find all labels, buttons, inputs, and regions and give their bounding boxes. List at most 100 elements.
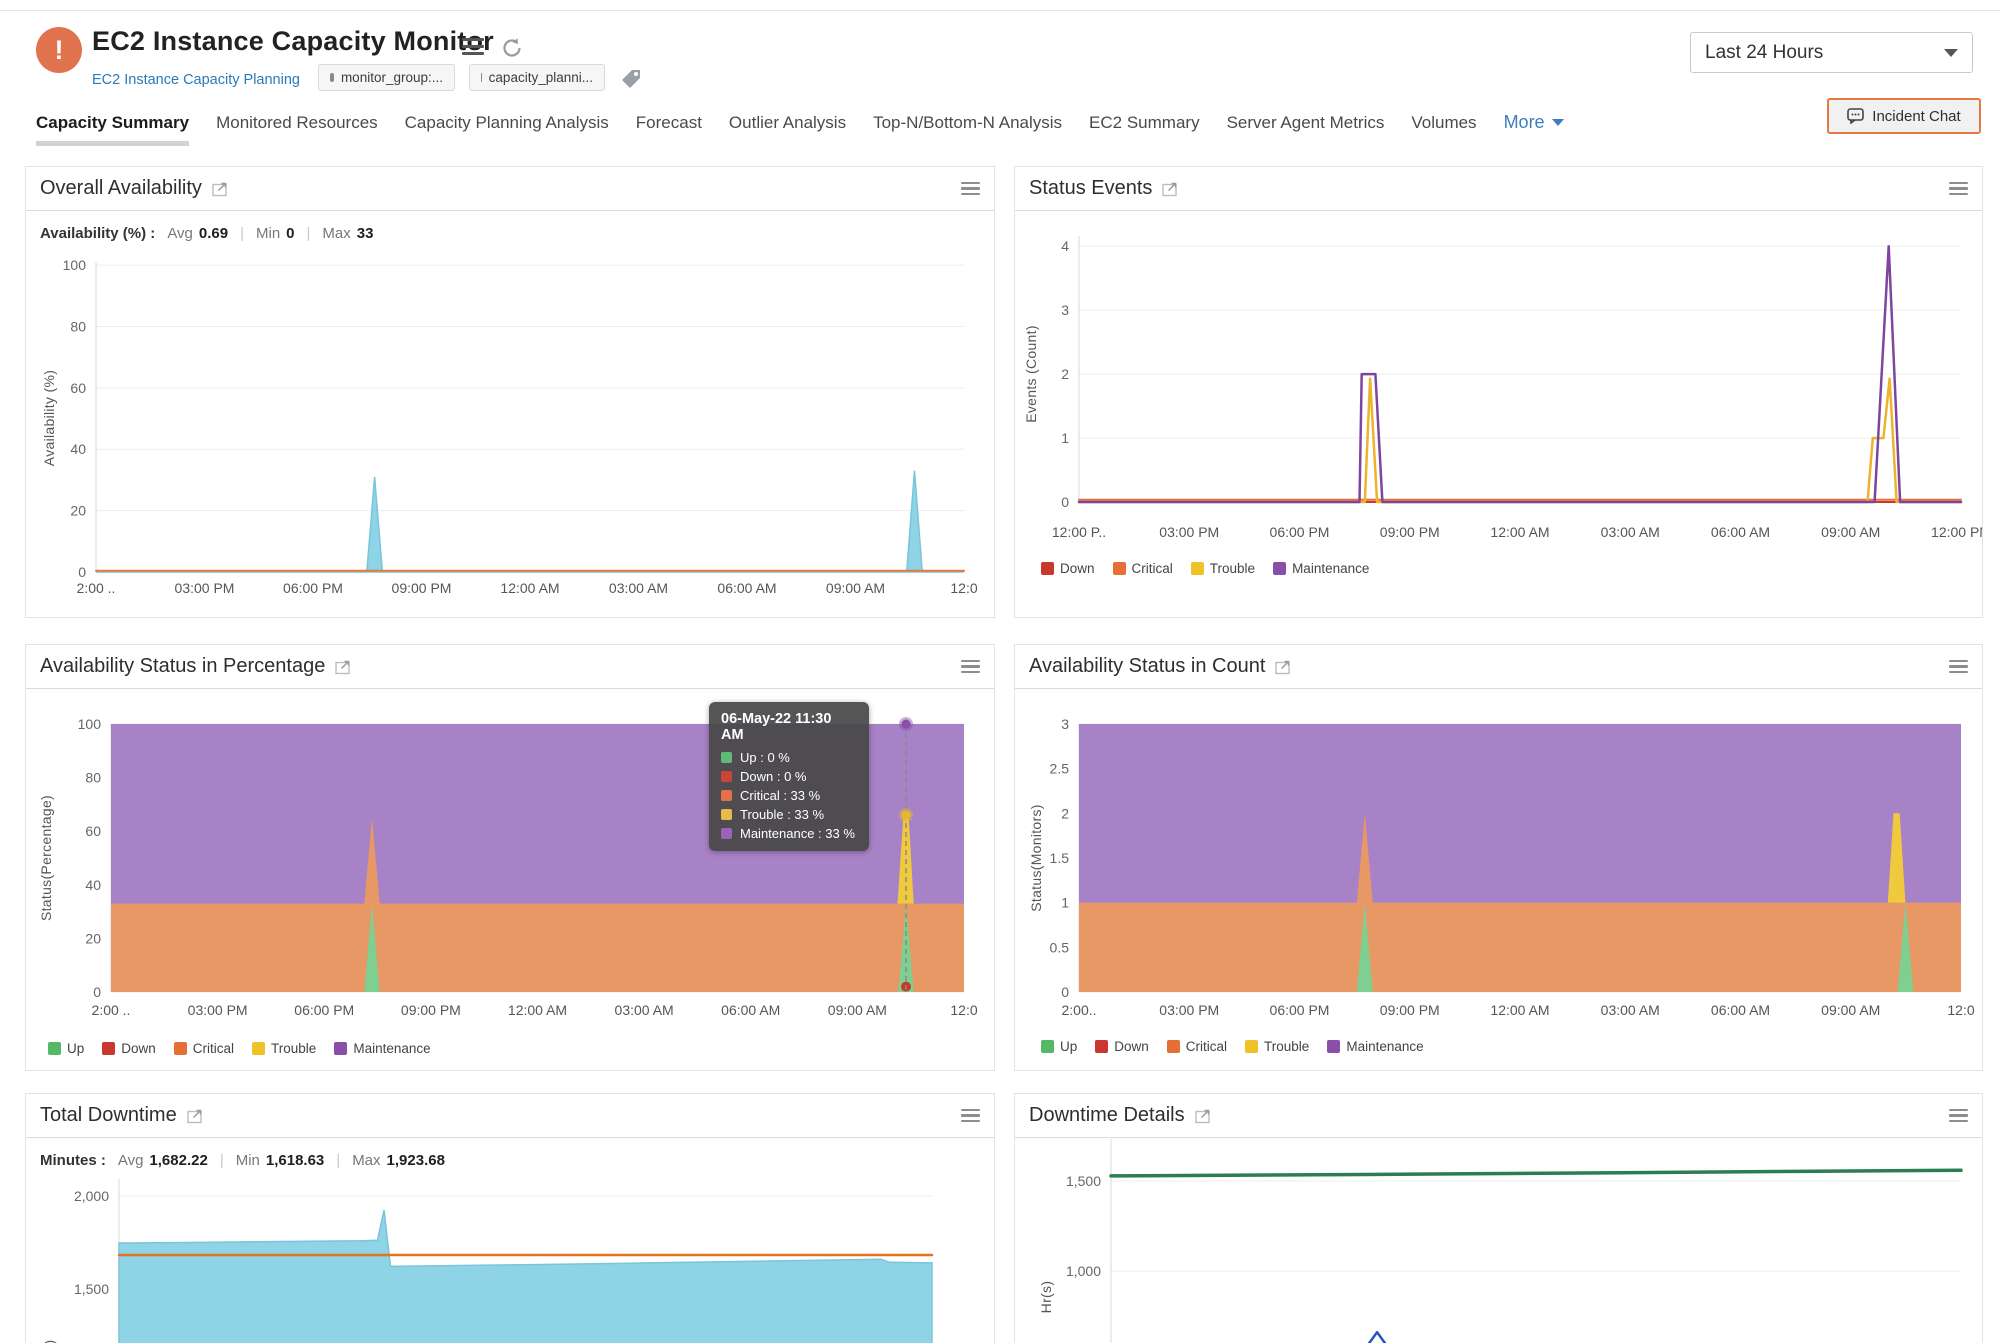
svg-text:1,000: 1,000 [1066, 1263, 1101, 1279]
svg-text:2: 2 [1061, 805, 1069, 821]
panel-availability-status-percentage: Availability Status in Percentage 0 20 40 60… [25, 644, 995, 1071]
svg-text:2:00 ..: 2:00 .. [92, 1002, 131, 1018]
tags-icon[interactable] [620, 68, 642, 95]
tag-chip-monitor-group[interactable]: monitor_group:... [318, 64, 455, 91]
time-range-dropdown[interactable]: Last 24 Hours [1690, 32, 1973, 73]
svg-text:3: 3 [1061, 716, 1069, 732]
legend-item-maintenance[interactable]: Maintenance [1273, 561, 1369, 576]
svg-text:12:0: 12:0 [1947, 1002, 1974, 1018]
svg-text:40: 40 [85, 877, 101, 893]
time-range-value: Last 24 Hours [1705, 41, 1824, 63]
svg-text:03:00 PM: 03:00 PM [1159, 524, 1219, 540]
tab-more-label: More [1503, 112, 1545, 132]
chart-status-events[interactable]: 0 1 2 3 4 12:00 P.. 03:00 PM 06:00 PM 09:00 PM 12… [1015, 227, 1982, 557]
svg-text:09:00 AM: 09:00 AM [1821, 1002, 1880, 1018]
svg-text:100: 100 [63, 257, 87, 273]
tab-capacity-summary[interactable]: Capacity Summary [36, 113, 190, 146]
expand-chart-icon[interactable] [1162, 181, 1180, 197]
stats-row: Minutes : Avg 1,682.22 | Min 1,618.63 | Max 1,92… [40, 1152, 445, 1169]
panel-menu-icon[interactable] [961, 1106, 980, 1126]
svg-text:1,500: 1,500 [1066, 1173, 1101, 1189]
monitor-menu-icon[interactable] [462, 38, 484, 56]
legend-item-trouble[interactable]: Trouble [1245, 1039, 1309, 1054]
chart-tooltip: 06-May-22 11:30 AM Up : 0 % Down : 0 % Crit… [709, 702, 869, 851]
svg-text:03:00 AM: 03:00 AM [1601, 524, 1660, 540]
panel-menu-icon[interactable] [1949, 657, 1968, 677]
expand-chart-icon[interactable] [1275, 659, 1293, 675]
svg-text:09:00 AM: 09:00 AM [1821, 524, 1880, 540]
legend-item-critical[interactable]: Critical [1112, 561, 1173, 576]
chat-icon [1847, 108, 1865, 124]
expand-chart-icon[interactable] [212, 181, 230, 197]
svg-text:03:00 AM: 03:00 AM [1601, 1002, 1660, 1018]
legend-item-critical[interactable]: Critical [1166, 1039, 1227, 1054]
svg-text:09:00 PM: 09:00 PM [392, 580, 452, 596]
tab-server-agent-metrics[interactable]: Server Agent Metrics [1226, 113, 1385, 132]
top-divider [0, 10, 2000, 11]
svg-text:09:00 PM: 09:00 PM [401, 1002, 461, 1018]
tab-outlier-analysis[interactable]: Outlier Analysis [728, 113, 847, 132]
chevron-down-icon [1944, 48, 1958, 57]
tag-chip-capacity-planning[interactable]: capacity_planni... [469, 64, 605, 91]
tab-capacity-planning-analysis[interactable]: Capacity Planning Analysis [404, 113, 609, 132]
chart-overall-availability[interactable]: 0 20 40 60 80 100 2:00 .. 03:00 PM 06:00 PM 09:00… [26, 257, 994, 612]
y-axis-title: Availability (%) [41, 369, 57, 467]
expand-chart-icon[interactable] [335, 659, 353, 675]
legend-item-critical[interactable]: Critical [173, 1041, 234, 1056]
svg-text:2:00 ..: 2:00 .. [77, 580, 116, 596]
y-axis-title: Status(Percentage) [38, 794, 54, 922]
svg-text:4: 4 [1061, 238, 1069, 254]
expand-chart-icon[interactable] [1194, 1108, 1213, 1124]
svg-text:12:00 P..: 12:00 P.. [1052, 524, 1106, 540]
legend-item-up[interactable]: Up [1041, 1039, 1077, 1054]
chart-total-downtime[interactable]: 2,000 1,500 [26, 1179, 994, 1343]
chart-availability-status-in-count[interactable]: 0 0.5 1 1.5 2 2.5 3 2:00.. 03:00 PM 06:00 PM 09:00… [1015, 715, 1982, 1035]
svg-text:0.5: 0.5 [1050, 939, 1070, 955]
legend-item-down[interactable]: Down [102, 1041, 156, 1056]
stats-row: Availability (%) : Avg 0.69 | Min 0 | Max 33 [40, 225, 374, 242]
tab-volumes[interactable]: Volumes [1411, 113, 1477, 132]
tab-more[interactable]: More [1504, 112, 1564, 146]
svg-text:60: 60 [70, 380, 86, 396]
chart-legend: Up Down Critical Trouble Maintenance [1041, 1039, 1424, 1054]
legend-item-down[interactable]: Down [1041, 561, 1095, 576]
legend-item-down[interactable]: Down [1095, 1039, 1149, 1054]
panel-title: Availability Status in Percentage [40, 655, 326, 677]
panel-availability-status-count: Availability Status in Count 0 0.5 1 1.5 2 2.5… [1014, 644, 1983, 1071]
panel-menu-icon[interactable] [961, 179, 980, 199]
panel-menu-icon[interactable] [1949, 179, 1968, 199]
refresh-icon[interactable] [500, 36, 524, 60]
legend-item-up[interactable]: Up [48, 1041, 84, 1056]
svg-text:20: 20 [70, 503, 86, 519]
svg-text:1: 1 [1061, 895, 1069, 911]
legend-item-maintenance[interactable]: Maintenance [334, 1041, 431, 1056]
tag-chip-icon [330, 73, 334, 82]
svg-text:03:00 PM: 03:00 PM [175, 580, 235, 596]
svg-text:3: 3 [1061, 302, 1069, 318]
tab-bar: Capacity Summary Monitored Resources Cap… [36, 112, 1564, 146]
legend-item-maintenance[interactable]: Maintenance [1327, 1039, 1424, 1054]
panel-title: Status Events [1029, 177, 1153, 199]
svg-text:0: 0 [1061, 984, 1069, 1000]
breadcrumb-group-link[interactable]: EC2 Instance Capacity Planning [92, 72, 300, 88]
tab-top-n-bottom-n[interactable]: Top-N/Bottom-N Analysis [873, 113, 1063, 132]
svg-text:12:00 AM: 12:00 AM [500, 580, 559, 596]
panel-title: Total Downtime [40, 1104, 177, 1126]
panel-menu-icon[interactable] [961, 657, 980, 677]
svg-text:40: 40 [70, 441, 86, 457]
chart-legend: Up Down Critical Trouble Maintenance [48, 1041, 431, 1056]
panel-menu-icon[interactable] [1949, 1106, 1968, 1126]
legend-item-trouble[interactable]: Trouble [252, 1041, 316, 1056]
tab-monitored-resources[interactable]: Monitored Resources [216, 113, 378, 132]
svg-text:1.5: 1.5 [1050, 850, 1070, 866]
svg-text:06:00 PM: 06:00 PM [1270, 524, 1330, 540]
tab-ec2-summary[interactable]: EC2 Summary [1089, 113, 1200, 132]
svg-text:03:00 PM: 03:00 PM [188, 1002, 248, 1018]
svg-text:06:00 PM: 06:00 PM [1270, 1002, 1330, 1018]
tab-forecast[interactable]: Forecast [635, 113, 702, 132]
svg-text:06:00 AM: 06:00 AM [717, 580, 776, 596]
expand-chart-icon[interactable] [187, 1108, 205, 1124]
legend-item-trouble[interactable]: Trouble [1190, 561, 1255, 576]
incident-chat-button[interactable]: Incident Chat [1827, 98, 1981, 134]
chart-downtime-details[interactable]: 1,500 1,000 [1015, 1139, 1982, 1343]
